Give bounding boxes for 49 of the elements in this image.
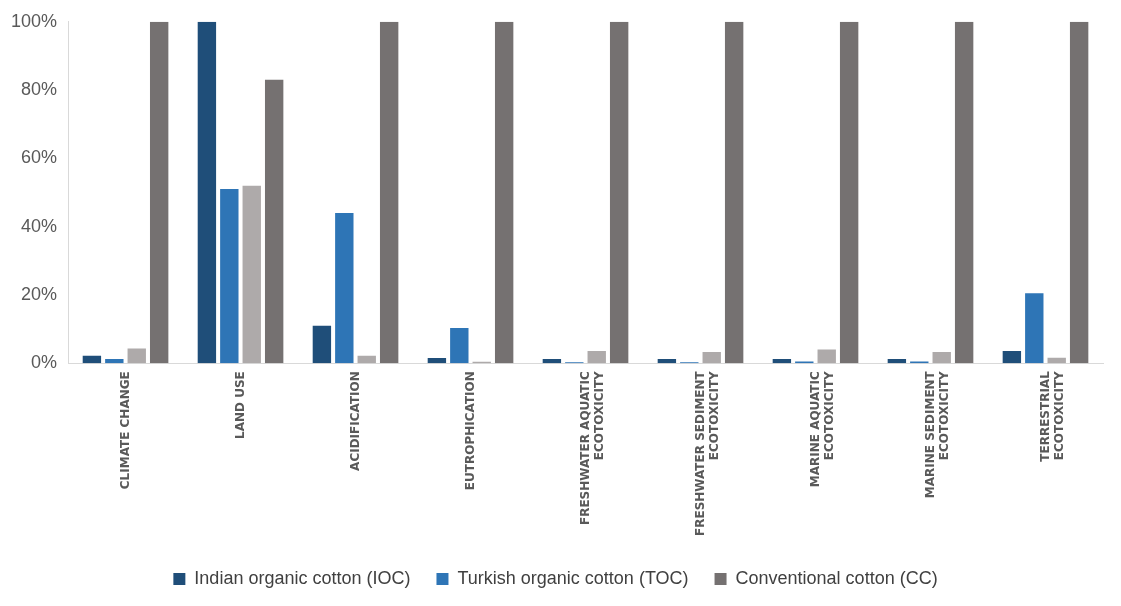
x-tick-label: LAND USE <box>232 371 247 439</box>
x-tick-label: MARINE SEDIMENT ECOTOXICITY <box>922 370 952 499</box>
bar <box>312 325 332 364</box>
y-tick-label: 80% <box>21 79 58 100</box>
bar <box>105 359 124 364</box>
bar <box>149 21 169 364</box>
bar <box>609 21 629 364</box>
legend-label: Conventional cotton (CC) <box>735 567 938 588</box>
x-tick-label: EUTROPHICATION <box>462 371 477 491</box>
bar <box>772 359 792 364</box>
bar <box>335 212 354 364</box>
bar <box>702 351 721 364</box>
bar <box>932 351 951 364</box>
bar <box>494 21 514 364</box>
bar <box>724 21 744 364</box>
bar <box>1047 357 1066 364</box>
bar <box>450 328 469 364</box>
bar <box>127 348 146 364</box>
bar <box>197 21 217 364</box>
x-tick-label: FRESHWATER AQUATIC ECOTOXICITY <box>577 370 607 526</box>
bar <box>1069 21 1089 364</box>
bar <box>242 185 261 364</box>
bar <box>82 355 102 364</box>
bar <box>657 359 677 364</box>
y-tick-label: 60% <box>21 147 58 168</box>
y-tick-label: 40% <box>21 215 58 236</box>
bar <box>264 79 284 364</box>
bar <box>427 358 447 364</box>
bar <box>379 21 399 364</box>
y-tick-label: 0% <box>31 352 58 373</box>
x-tick-label: FRESHWATER SEDIMENT ECOTOXICITY <box>692 370 722 537</box>
bar <box>954 21 974 364</box>
y-tick-label: 100% <box>10 10 58 31</box>
bar <box>357 355 376 364</box>
bar <box>887 359 907 364</box>
bar <box>817 349 836 364</box>
x-tick-label: TERRESTRIAL ECOTOXICITY <box>1037 370 1067 462</box>
x-tick-label: ACIDIFICATION <box>347 371 362 471</box>
bar <box>839 21 859 364</box>
bar <box>1025 293 1044 364</box>
bar <box>220 189 239 364</box>
legend-label: Indian organic cotton (IOC) <box>194 567 411 588</box>
bar <box>587 350 606 364</box>
x-tick-label: MARINE AQUATIC ECOTOXICITY <box>807 370 837 488</box>
bar <box>1002 350 1022 364</box>
legend-label: Turkish organic cotton (TOC) <box>457 567 689 588</box>
x-tick-label: CLIMATE CHANGE <box>117 371 132 490</box>
y-tick-label: 20% <box>21 283 58 304</box>
bar <box>542 359 562 364</box>
